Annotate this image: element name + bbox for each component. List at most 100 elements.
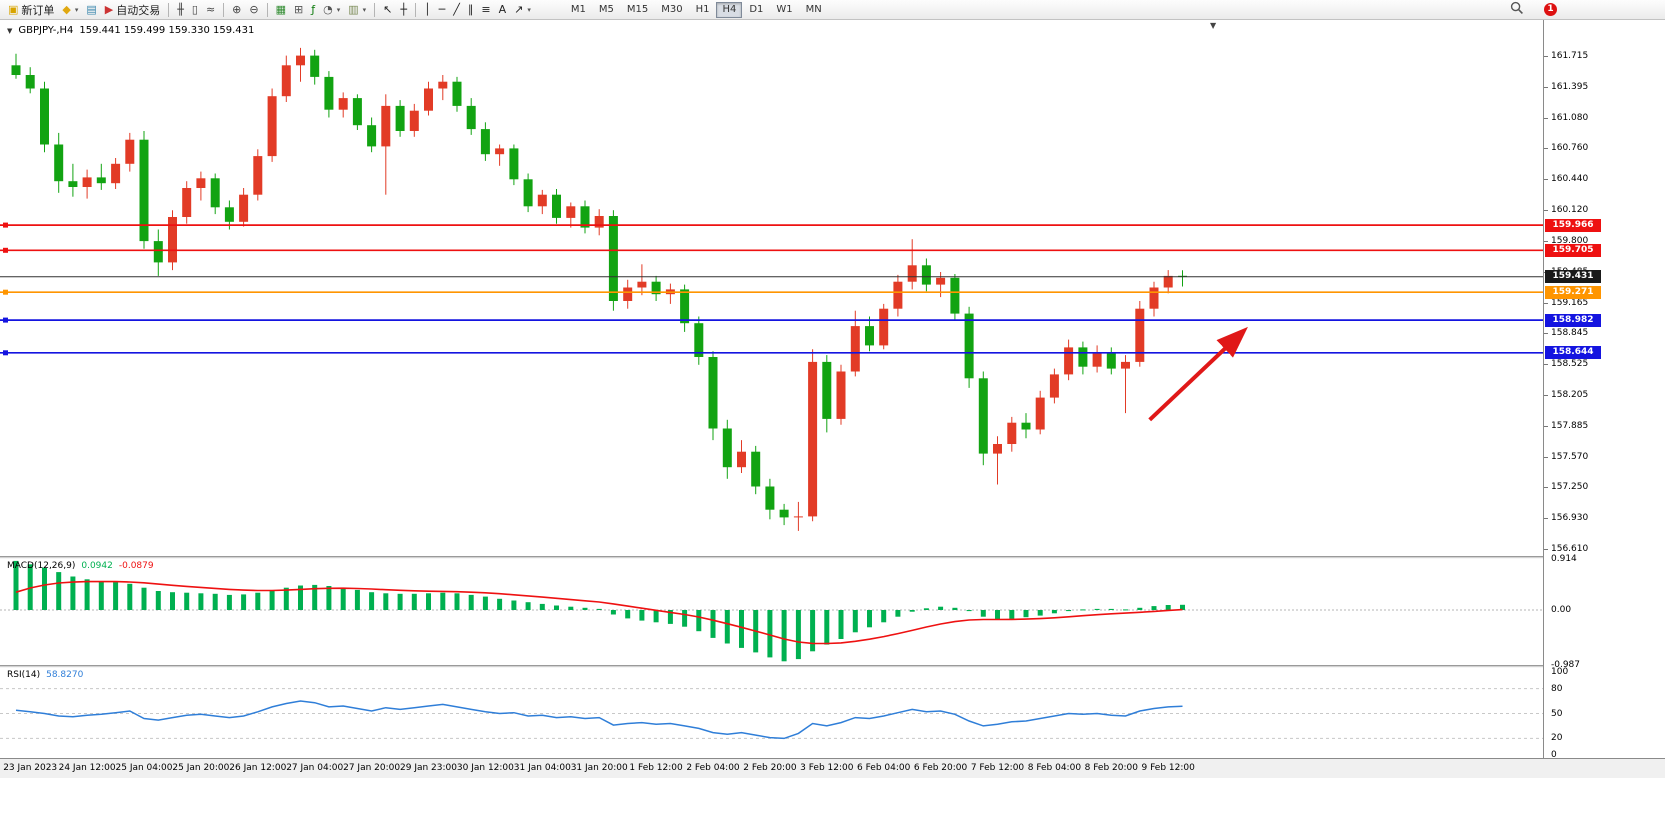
rsi-scale-label: 80 (1551, 684, 1563, 694)
macd-histogram-bar (710, 610, 716, 638)
macd-histogram-bar (653, 610, 659, 623)
timeframe-m15-button[interactable]: M15 (621, 2, 654, 18)
fibonacci-icon: ≡ (481, 3, 491, 16)
timeframe-h1-button[interactable]: H1 (690, 2, 716, 18)
macd-histogram-bar (411, 593, 417, 610)
rsi-indicator-canvas[interactable] (0, 668, 1543, 758)
navigator-button[interactable]: ▤ (82, 1, 100, 19)
charts-button[interactable]: ◆ ▾ (58, 1, 82, 19)
chart-shift-marker-icon[interactable]: ▼ (1210, 21, 1217, 30)
candle-body (1007, 422, 1017, 444)
zoom-in-button[interactable]: ⊕ (228, 1, 245, 19)
channel-icon: ∥ (467, 3, 474, 16)
period-button[interactable]: ◔ ▾ (319, 1, 344, 19)
time-axis-label: 9 Feb 12:00 (1141, 763, 1195, 773)
candle-body (523, 179, 533, 207)
zoom-in-icon: ⊕ (232, 3, 242, 16)
panel-separator[interactable] (0, 556, 1665, 559)
timeframe-d1-button[interactable]: D1 (743, 2, 769, 18)
time-axis-label: 31 Jan 20:00 (570, 763, 628, 773)
time-axis-label: 8 Feb 20:00 (1084, 763, 1138, 773)
cursor-button[interactable]: ↖ (379, 1, 396, 19)
channel-button[interactable]: ∥ (464, 1, 478, 19)
template-button[interactable]: ▥ ▾ (344, 1, 370, 19)
scale-tick (1544, 302, 1548, 304)
price-scale[interactable]: 161.715 161.395 161.080 160.760 160.440 160.1… (1543, 20, 1665, 760)
macd-histogram-bar (340, 587, 346, 610)
line-handle[interactable] (3, 350, 8, 356)
chart-candles-button[interactable]: ▯ (188, 1, 202, 19)
line-handle[interactable] (3, 222, 8, 228)
candle-body (96, 177, 106, 184)
candle-body (239, 194, 249, 222)
arrows-button[interactable]: ↗ ▾ (510, 1, 535, 19)
candle-body (808, 361, 818, 517)
macd-histogram-bar (312, 584, 318, 610)
candle-body (765, 486, 775, 510)
template-icon: ▥ (348, 3, 359, 16)
candle-body (623, 287, 633, 301)
timeframe-m5-button[interactable]: M5 (593, 2, 620, 18)
macd-histogram-bar (696, 610, 702, 632)
candle-body (480, 129, 490, 155)
timeframe-m30-button[interactable]: M30 (655, 2, 688, 18)
horizontal-line-button[interactable]: ─ (435, 1, 450, 19)
candle-body (182, 188, 192, 217)
candle-body (580, 206, 590, 228)
line-handle[interactable] (3, 247, 8, 253)
price-scale-label: 158.205 (1551, 390, 1589, 401)
price-scale-label: 160.760 (1551, 143, 1589, 154)
scale-tick (1544, 241, 1548, 243)
charts-icon: ◆ (62, 3, 71, 16)
chart-line-button[interactable]: ≈ (202, 1, 219, 19)
fibonacci-button[interactable]: ≡ (477, 1, 494, 19)
candle-body (608, 216, 618, 301)
macd-histogram-bar (241, 594, 247, 610)
text-button[interactable]: A (495, 1, 511, 19)
zoom-out-button[interactable]: ⊖ (245, 1, 262, 19)
line-handle[interactable] (3, 317, 8, 323)
candle-body (722, 428, 732, 468)
toolbar-separator (223, 2, 225, 17)
timeframe-m1-button[interactable]: M1 (565, 2, 592, 18)
time-axis-label: 30 Jan 12:00 (456, 763, 514, 773)
chart-collapse-icon[interactable]: ▼ (7, 26, 13, 35)
trend-arrow[interactable] (1148, 326, 1248, 422)
caret-down-icon: ▾ (74, 5, 79, 14)
candle-body (850, 326, 860, 372)
notification-badge[interactable]: 1 (1544, 3, 1557, 16)
panel-separator[interactable] (0, 665, 1665, 668)
search-icon[interactable] (1510, 0, 1524, 19)
timeframe-h4-button[interactable]: H4 (716, 1, 743, 18)
main-chart-canvas[interactable] (0, 20, 1543, 557)
scale-tick (1544, 148, 1548, 150)
trendline-button[interactable]: ╱ (449, 1, 464, 19)
macd-indicator-canvas[interactable] (0, 559, 1543, 665)
macd-histogram-bar (426, 593, 431, 610)
vertical-line-button[interactable]: │ (420, 1, 435, 19)
chart-bars-button[interactable]: ╫ (173, 1, 188, 19)
scale-tick (1544, 87, 1548, 88)
macd-histogram-bar (1051, 610, 1057, 614)
grid-button[interactable]: ▦ (272, 1, 290, 19)
time-axis-label: 6 Feb 20:00 (913, 763, 968, 773)
autotrading-button[interactable]: ▶ 自动交易 (101, 1, 164, 19)
macd-histogram-bar (1180, 604, 1185, 610)
candle-body (11, 65, 21, 75)
new-order-button[interactable]: ▣ 新订单 (4, 1, 58, 19)
crosshair-button[interactable]: ┼ (396, 1, 411, 19)
time-axis[interactable]: 23 Jan 2023 24 Jan 12:00 25 Jan 04:00 25 Ja… (0, 758, 1665, 778)
price-scale-label: 158.525 (1551, 359, 1589, 370)
macd-histogram-bar (781, 610, 787, 662)
macd-histogram-bar (625, 610, 631, 619)
line-handle[interactable] (3, 289, 8, 295)
macd-histogram-bar (27, 564, 33, 610)
time-axis-label: 29 Jan 23:00 (400, 763, 457, 773)
timeframe-w1-button[interactable]: W1 (770, 2, 798, 18)
macd-histogram-bar (1009, 610, 1015, 619)
tile-windows-button[interactable]: ⊞ (290, 1, 307, 19)
scale-tick (1544, 518, 1548, 520)
indicators-button[interactable]: ƒ (307, 1, 319, 19)
timeframe-mn-button[interactable]: MN (800, 2, 828, 18)
